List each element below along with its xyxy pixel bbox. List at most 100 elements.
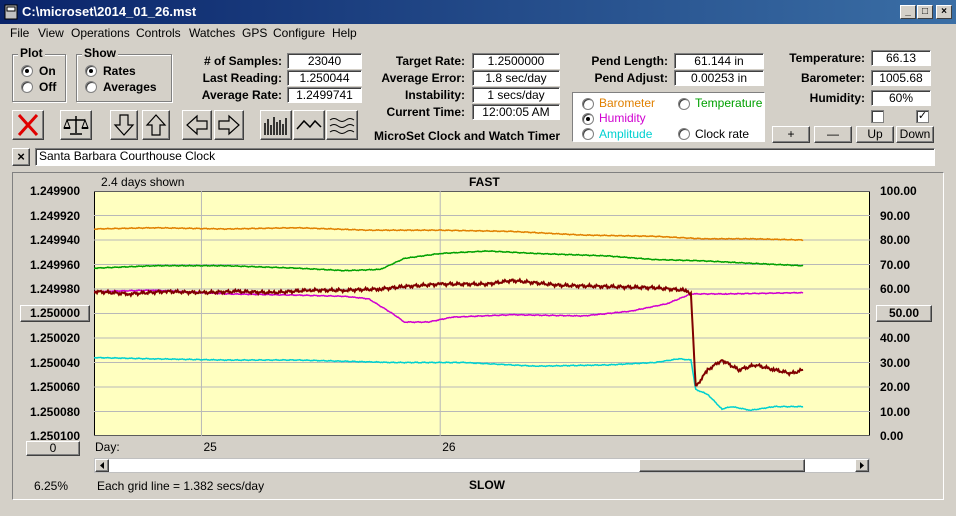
wave-plot-button[interactable]: [326, 110, 358, 140]
offset-button[interactable]: 0: [26, 441, 80, 456]
y-left-tick-label: 1.250060: [30, 380, 81, 394]
temperature-value: 66.13: [871, 50, 931, 66]
maximize-button[interactable]: □: [917, 5, 933, 19]
y-right-tick-label: 10.00: [880, 404, 911, 419]
aux-options-box: Barometer Temperature Humidity Amplitude…: [572, 92, 765, 142]
app-name: MicroSet Clock and Watch Timer: [374, 129, 561, 143]
aux-minus-button[interactable]: —: [814, 126, 852, 143]
y-left-tick-label: 1.250100: [30, 429, 81, 443]
title-bar: C:\microset\2014_01_26.mst _ □ ×: [0, 0, 956, 24]
aux-barometer-radio[interactable]: [582, 98, 594, 110]
option-checkbox-1[interactable]: [871, 110, 884, 123]
target-rate-value[interactable]: 1.2500000: [472, 53, 560, 69]
scroll-left-arrow[interactable]: [95, 459, 109, 472]
aux-amplitude-radio[interactable]: [582, 128, 594, 140]
aux-clock-rate-radio[interactable]: [678, 128, 690, 140]
x-tick-label: 26: [442, 440, 456, 454]
clear-watch-button[interactable]: ×: [12, 148, 30, 166]
y-right-tick-label: 80.00: [880, 233, 911, 247]
grid-note: Each grid line = 1.382 secs/day: [97, 479, 265, 493]
arrow-left-icon: [186, 114, 208, 136]
days-shown-label: 2.4 days shown: [101, 175, 185, 189]
red-x-icon: [17, 113, 39, 137]
plot-group: [12, 54, 66, 102]
aux-plus-button[interactable]: +: [772, 126, 810, 143]
humidity-value: 60%: [871, 90, 931, 106]
watch-name-input[interactable]: Santa Barbara Courthouse Clock: [35, 148, 935, 166]
show-rates-label: Rates: [103, 64, 136, 78]
pend-length-value[interactable]: 61.144 in: [674, 53, 764, 69]
series-line-0: [94, 226, 804, 242]
scroll-thumb[interactable]: [639, 459, 805, 472]
menu-controls[interactable]: Controls: [136, 26, 181, 40]
center-aux-button[interactable]: 50.00: [876, 305, 932, 322]
y-left-tick-label: 1.250040: [30, 355, 81, 370]
x-tick-label: 25: [203, 440, 217, 454]
scroll-right-arrow[interactable]: [855, 459, 869, 472]
scroll-right-button[interactable]: [214, 110, 244, 140]
y-right-tick-label: 0.00: [880, 429, 904, 443]
scroll-track-right: [805, 459, 855, 472]
scroll-track: [109, 459, 639, 472]
arrow-right-icon: [218, 114, 240, 136]
instability-label: Instability:: [404, 88, 465, 102]
center-rate-button[interactable]: 1.250000: [20, 305, 90, 322]
percent-label: 6.25%: [34, 479, 69, 493]
aux-humidity-radio[interactable]: [582, 113, 594, 125]
pend-adjust-value: 0.00253 in: [674, 70, 764, 86]
samples-value: 23040: [287, 53, 362, 69]
triangle-right-icon: [860, 462, 864, 469]
data-lines: [94, 226, 804, 412]
current-time-value: 12:00:05 AM: [472, 104, 560, 120]
menu-bar: File View Operations Controls Watches GP…: [0, 24, 956, 42]
line-chart-icon: [296, 119, 322, 130]
plot-on-radio[interactable]: [21, 65, 33, 77]
average-rate-value: 1.2499741: [287, 87, 362, 103]
balance-button[interactable]: [60, 110, 92, 140]
temperature-label: Temperature:: [789, 51, 865, 65]
chart-panel: [12, 172, 944, 500]
menu-watches[interactable]: Watches: [189, 26, 236, 40]
scroll-down-button[interactable]: [110, 110, 138, 140]
aux-up-button[interactable]: Up: [856, 126, 894, 143]
triangle-left-icon: [100, 462, 104, 469]
barometer-value: 1005.68: [871, 70, 931, 86]
menu-operations[interactable]: Operations: [71, 26, 130, 40]
scroll-up-button[interactable]: [142, 110, 170, 140]
y-right-tick-label: 70.00: [880, 257, 911, 272]
menu-gps[interactable]: GPS: [242, 26, 268, 40]
clear-data-button[interactable]: [12, 110, 44, 140]
menu-view[interactable]: View: [38, 26, 64, 40]
y-left-tick-label: 1.249960: [30, 257, 81, 272]
humidity-label: Humidity:: [809, 91, 865, 105]
line-plot-button[interactable]: [293, 110, 325, 140]
y-left-tick-label: 1.249920: [30, 208, 81, 223]
show-rates-radio[interactable]: [85, 65, 97, 77]
aux-down-button[interactable]: Down: [896, 126, 934, 143]
close-button[interactable]: ×: [936, 5, 952, 19]
plot-off-radio[interactable]: [21, 81, 33, 93]
pend-adjust-label: Pend Adjust:: [594, 71, 668, 85]
instability-value: 1 secs/day: [472, 87, 560, 103]
y-right-tick-label: 20.00: [880, 380, 911, 394]
series-line-4: [94, 277, 804, 387]
last-reading-label: Last Reading:: [202, 71, 282, 85]
option-checkbox-2[interactable]: ✓: [916, 110, 929, 123]
scroll-left-button[interactable]: [182, 110, 212, 140]
show-averages-radio[interactable]: [85, 81, 97, 93]
average-error-label: Average Error:: [381, 71, 465, 85]
aux-amplitude-label: Amplitude: [599, 127, 653, 141]
y-left-tick-label: 1.250080: [30, 404, 81, 419]
slow-label: SLOW: [469, 478, 505, 492]
menu-configure[interactable]: Configure: [273, 26, 326, 40]
menu-help[interactable]: Help: [332, 26, 357, 40]
histogram-button[interactable]: [260, 110, 292, 140]
menu-file[interactable]: File: [10, 26, 30, 40]
aux-temperature-radio[interactable]: [678, 98, 690, 110]
minimize-button[interactable]: _: [900, 5, 916, 19]
plot-off-label: Off: [39, 80, 57, 94]
horizontal-scrollbar[interactable]: [94, 458, 870, 473]
y-right-tick-label: 90.00: [880, 208, 911, 223]
arrow-down-icon: [113, 114, 135, 136]
show-averages-label: Averages: [103, 80, 157, 94]
